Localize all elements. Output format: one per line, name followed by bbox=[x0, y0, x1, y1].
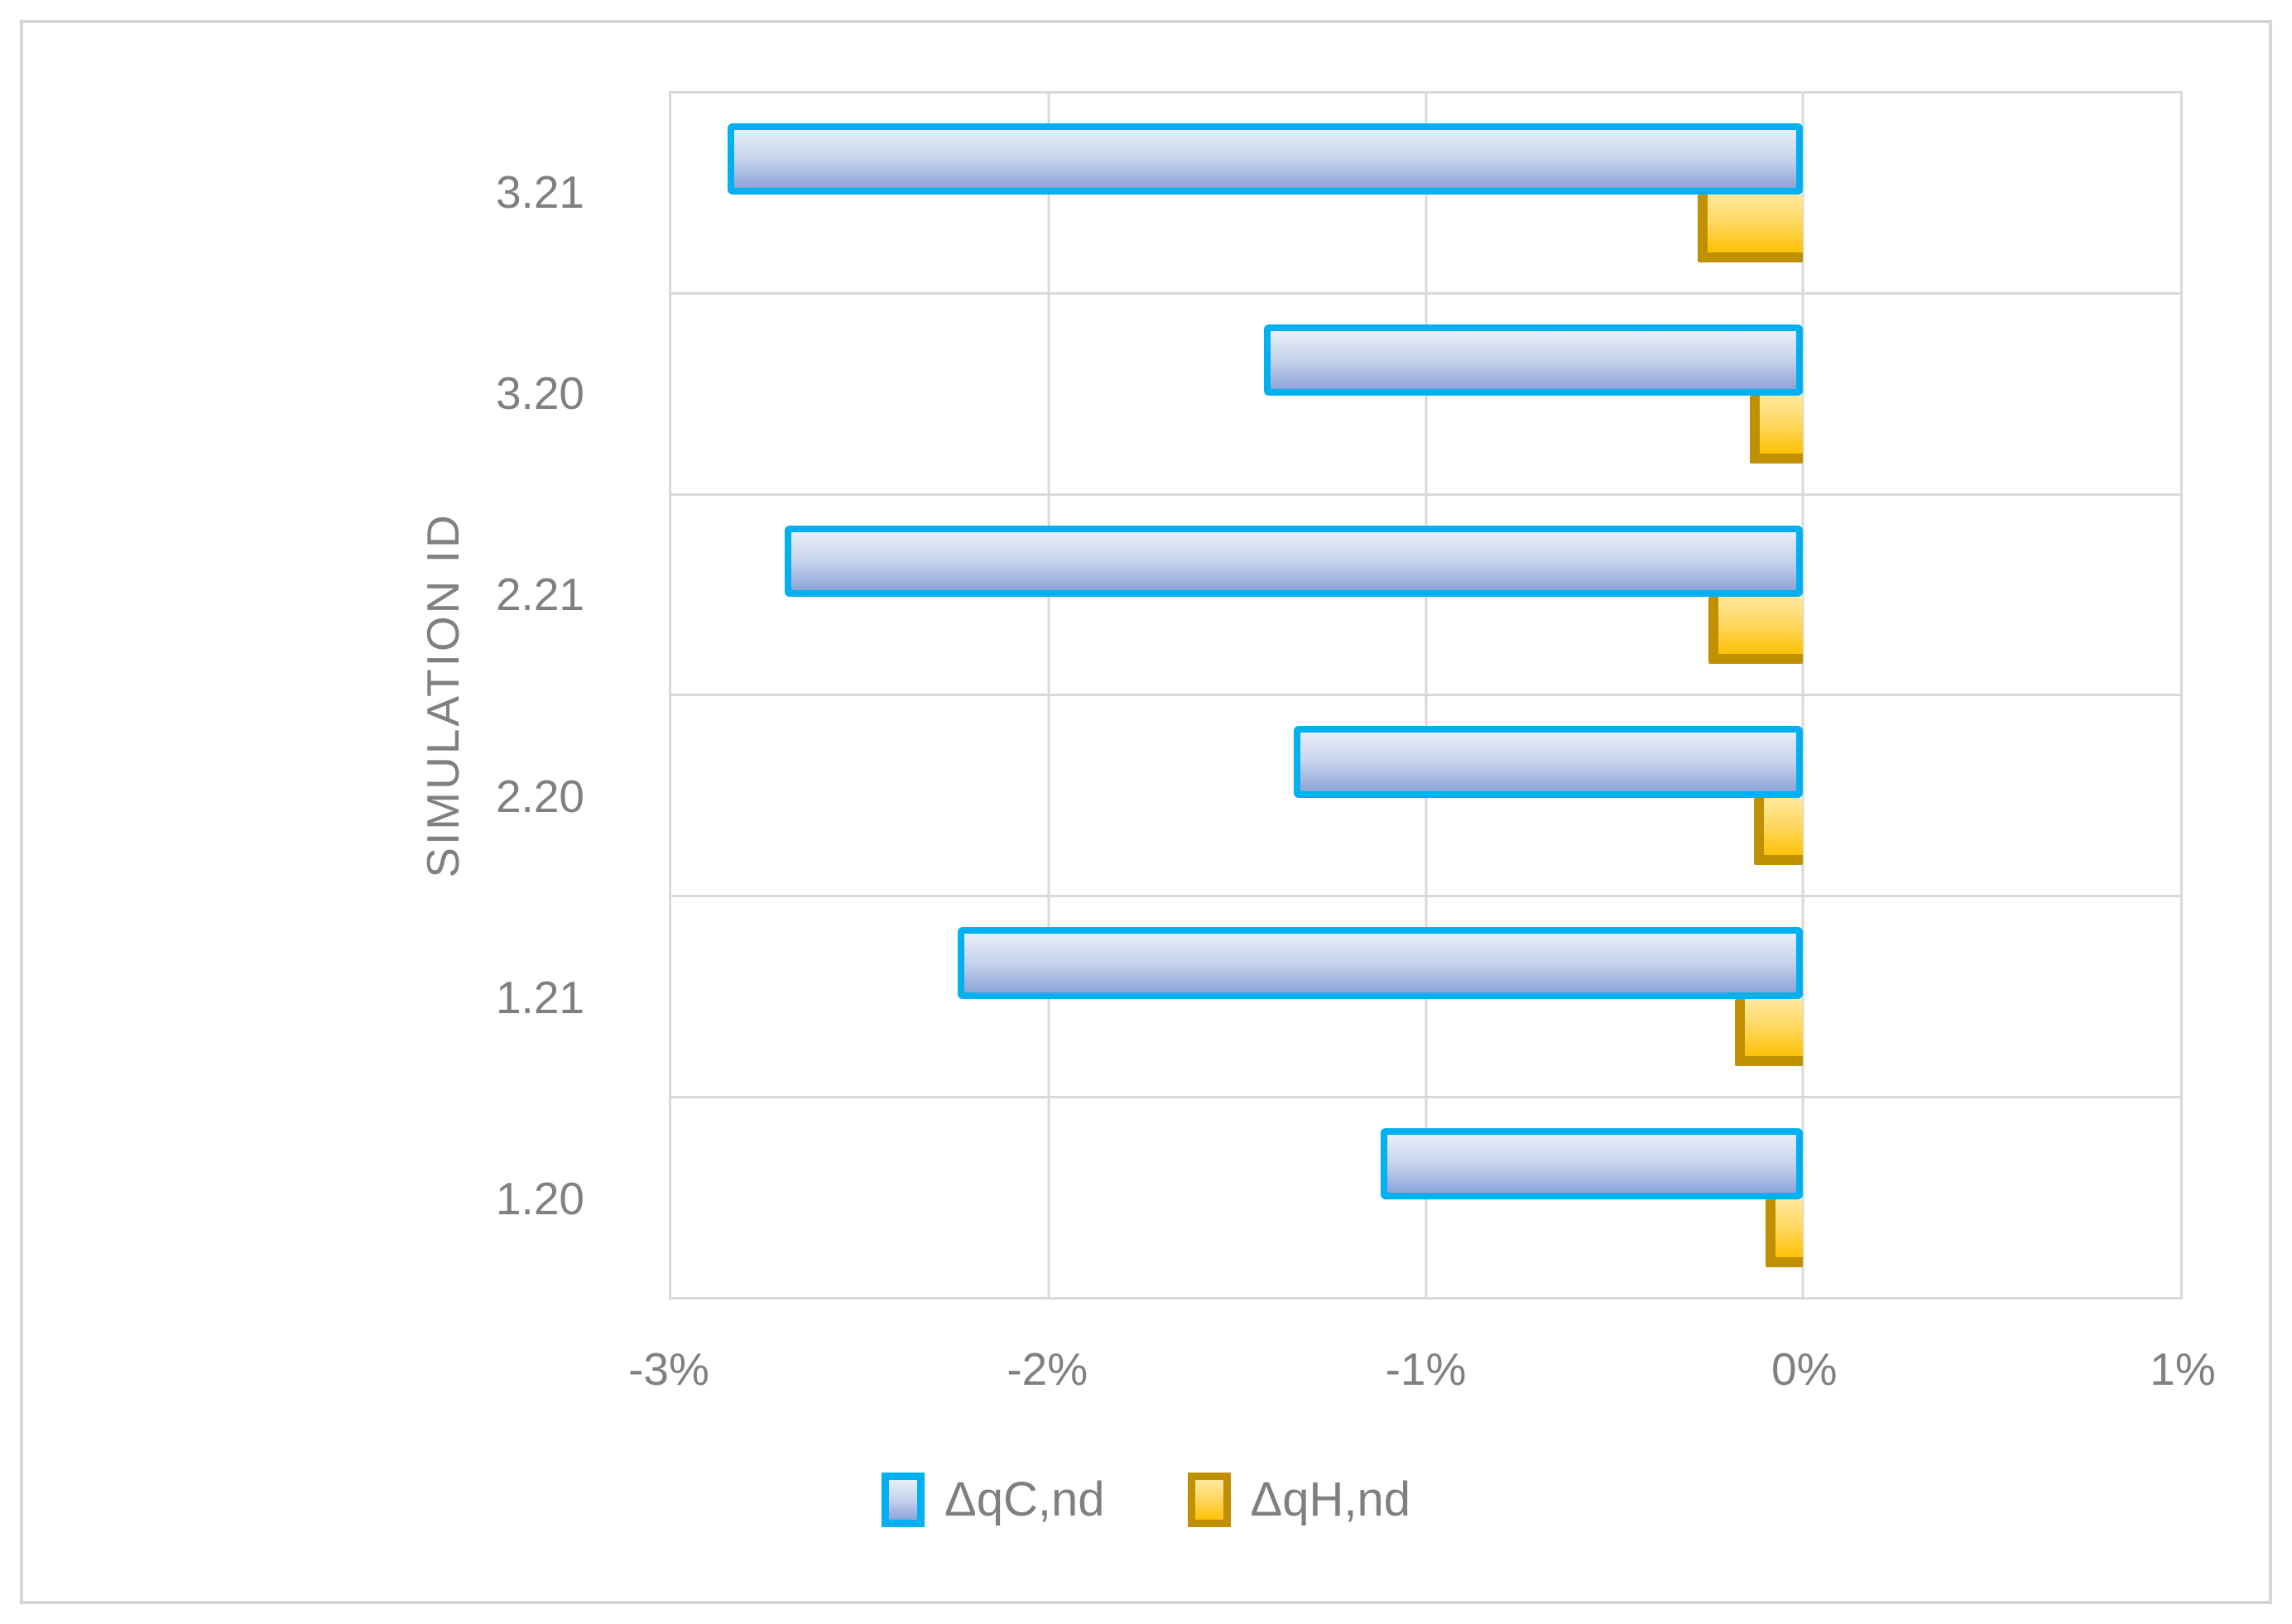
bar-dqc-nd bbox=[1293, 726, 1804, 798]
legend-item-dqh-nd: ΔqH,nd bbox=[1187, 1472, 1411, 1527]
legend-item-dqc-nd: ΔqC,nd bbox=[881, 1472, 1105, 1527]
bar-dqh-nd bbox=[1708, 596, 1804, 665]
category-row bbox=[671, 496, 2180, 697]
category-row bbox=[671, 1098, 2180, 1297]
legend-marker-dqh-nd bbox=[1187, 1472, 1231, 1527]
category-label: 2.21 bbox=[495, 569, 584, 621]
bar-dqc-nd bbox=[1380, 1128, 1804, 1200]
gridline bbox=[1047, 94, 1050, 1297]
plot-area bbox=[669, 91, 2183, 1300]
x-tick-label: -1% bbox=[1385, 1343, 1467, 1395]
legend: ΔqC,nd ΔqH,nd bbox=[0, 1472, 2292, 1527]
category-label: 2.20 bbox=[495, 770, 584, 822]
bar-dqh-nd bbox=[1735, 998, 1804, 1067]
gridline bbox=[1801, 94, 1804, 1297]
category-row bbox=[671, 94, 2180, 295]
x-tick-label: -3% bbox=[628, 1343, 709, 1395]
x-tick-label: 0% bbox=[1771, 1343, 1838, 1395]
bar-dqc-nd bbox=[1263, 324, 1804, 396]
category-row bbox=[671, 897, 2180, 1099]
legend-label-dqc-nd: ΔqC,nd bbox=[944, 1473, 1105, 1526]
bar-dqh-nd bbox=[1697, 195, 1804, 262]
x-tick-label: -2% bbox=[1007, 1343, 1088, 1395]
x-tick-label: 1% bbox=[2150, 1343, 2216, 1395]
category-label: 1.20 bbox=[495, 1173, 584, 1225]
category-label: 3.21 bbox=[495, 166, 584, 218]
bar-dqc-nd bbox=[784, 525, 1804, 597]
legend-label-dqh-nd: ΔqH,nd bbox=[1250, 1473, 1411, 1526]
category-label: 1.21 bbox=[495, 971, 584, 1023]
legend-marker-dqc-nd bbox=[881, 1472, 925, 1527]
bar-dqc-nd bbox=[958, 927, 1804, 999]
category-label: 3.20 bbox=[495, 367, 584, 419]
bar-dqh-nd bbox=[1765, 1199, 1804, 1267]
bar-dqh-nd bbox=[1750, 396, 1804, 464]
gridline bbox=[1425, 94, 1427, 1297]
bar-dqc-nd bbox=[728, 123, 1804, 195]
bar-dqh-nd bbox=[1754, 797, 1804, 866]
